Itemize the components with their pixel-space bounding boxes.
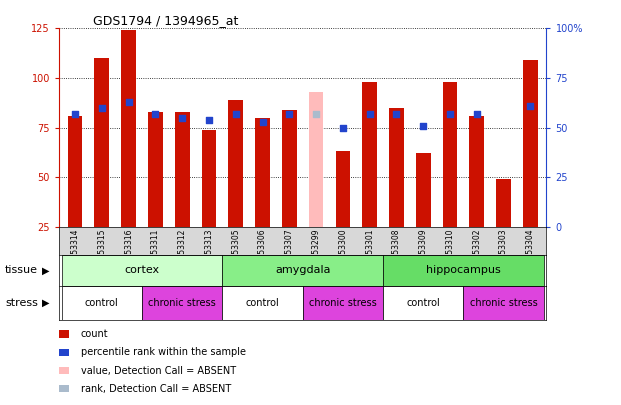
Bar bbox=[61, 255, 222, 286]
Bar bbox=[282, 110, 297, 227]
Bar bbox=[202, 130, 216, 227]
Text: count: count bbox=[81, 329, 108, 339]
Bar bbox=[61, 286, 142, 320]
Bar bbox=[222, 255, 383, 286]
Point bbox=[284, 111, 294, 117]
Bar bbox=[148, 112, 163, 227]
Text: GSM53311: GSM53311 bbox=[151, 228, 160, 270]
Text: GSM53313: GSM53313 bbox=[204, 228, 214, 270]
Bar bbox=[383, 286, 463, 320]
Point bbox=[365, 111, 374, 117]
Point bbox=[472, 111, 482, 117]
Text: GSM53316: GSM53316 bbox=[124, 228, 133, 270]
Bar bbox=[443, 82, 458, 227]
Text: GSM53302: GSM53302 bbox=[473, 228, 481, 270]
Text: chronic stress: chronic stress bbox=[148, 298, 216, 308]
Text: control: control bbox=[246, 298, 279, 308]
Text: control: control bbox=[406, 298, 440, 308]
Bar bbox=[469, 116, 484, 227]
Bar bbox=[142, 286, 222, 320]
Text: GSM53314: GSM53314 bbox=[71, 228, 79, 270]
Text: stress: stress bbox=[5, 298, 38, 308]
Text: tissue: tissue bbox=[5, 265, 38, 275]
Point bbox=[338, 124, 348, 131]
Text: chronic stress: chronic stress bbox=[309, 298, 377, 308]
Point bbox=[150, 111, 160, 117]
Point bbox=[70, 111, 80, 117]
Point bbox=[419, 122, 428, 129]
Bar bbox=[222, 286, 302, 320]
Text: cortex: cortex bbox=[124, 265, 160, 275]
Text: rank, Detection Call = ABSENT: rank, Detection Call = ABSENT bbox=[81, 384, 231, 394]
Bar bbox=[362, 82, 377, 227]
Text: GSM53315: GSM53315 bbox=[97, 228, 106, 270]
Bar bbox=[335, 151, 350, 227]
Text: GSM53304: GSM53304 bbox=[526, 228, 535, 270]
Text: GSM53300: GSM53300 bbox=[338, 228, 347, 270]
Text: percentile rank within the sample: percentile rank within the sample bbox=[81, 347, 246, 357]
Text: GSM53310: GSM53310 bbox=[445, 228, 455, 270]
Text: chronic stress: chronic stress bbox=[469, 298, 538, 308]
Text: ▶: ▶ bbox=[42, 265, 50, 275]
Text: GSM53306: GSM53306 bbox=[258, 228, 267, 270]
Text: amygdala: amygdala bbox=[275, 265, 330, 275]
Bar bbox=[416, 153, 430, 227]
Bar bbox=[309, 92, 324, 227]
Bar bbox=[496, 179, 511, 227]
Point bbox=[124, 98, 134, 105]
Bar bbox=[255, 117, 270, 227]
Point bbox=[204, 116, 214, 123]
Bar bbox=[523, 60, 538, 227]
Bar bbox=[229, 100, 243, 227]
Text: value, Detection Call = ABSENT: value, Detection Call = ABSENT bbox=[81, 366, 236, 375]
Point bbox=[445, 111, 455, 117]
Bar bbox=[121, 30, 136, 227]
Bar bbox=[94, 58, 109, 227]
Text: GSM53308: GSM53308 bbox=[392, 228, 401, 270]
Text: GSM53299: GSM53299 bbox=[312, 228, 320, 270]
Text: GSM53307: GSM53307 bbox=[285, 228, 294, 270]
Text: ▶: ▶ bbox=[42, 298, 50, 308]
Text: GSM53303: GSM53303 bbox=[499, 228, 508, 270]
Point bbox=[391, 111, 401, 117]
Point bbox=[311, 111, 321, 117]
Text: control: control bbox=[85, 298, 119, 308]
Text: GSM53305: GSM53305 bbox=[231, 228, 240, 270]
Bar bbox=[68, 116, 83, 227]
Bar bbox=[175, 112, 189, 227]
Bar bbox=[302, 286, 383, 320]
Text: GSM53312: GSM53312 bbox=[178, 228, 187, 270]
Point bbox=[177, 114, 187, 121]
Point bbox=[97, 104, 107, 111]
Text: GSM53301: GSM53301 bbox=[365, 228, 374, 270]
Text: GDS1794 / 1394965_at: GDS1794 / 1394965_at bbox=[93, 14, 238, 27]
Point bbox=[525, 102, 535, 109]
Bar bbox=[389, 108, 404, 227]
Text: GSM53309: GSM53309 bbox=[419, 228, 428, 270]
Text: hippocampus: hippocampus bbox=[426, 265, 501, 275]
Point bbox=[231, 111, 241, 117]
Bar bbox=[463, 286, 544, 320]
Bar bbox=[383, 255, 544, 286]
Point bbox=[258, 118, 268, 125]
